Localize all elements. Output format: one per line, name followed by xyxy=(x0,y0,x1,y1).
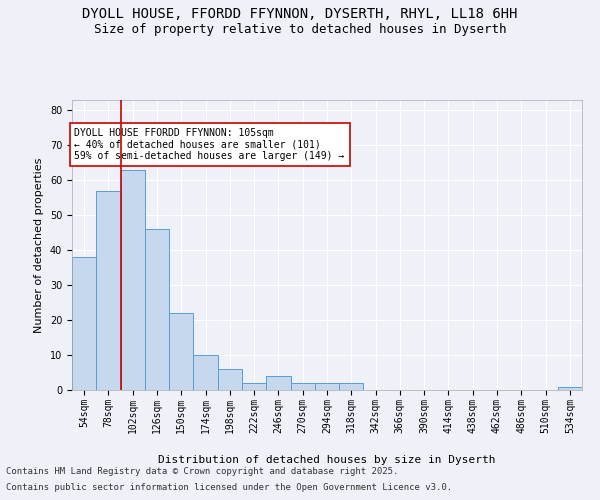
Bar xyxy=(218,369,242,390)
Bar xyxy=(558,386,582,390)
Bar xyxy=(72,257,96,390)
Bar xyxy=(121,170,145,390)
Bar xyxy=(96,191,121,390)
Y-axis label: Number of detached properties: Number of detached properties xyxy=(34,158,44,332)
Bar xyxy=(339,383,364,390)
Text: Size of property relative to detached houses in Dyserth: Size of property relative to detached ho… xyxy=(94,22,506,36)
Bar xyxy=(315,383,339,390)
Text: Distribution of detached houses by size in Dyserth: Distribution of detached houses by size … xyxy=(158,455,496,465)
Bar xyxy=(193,355,218,390)
Bar xyxy=(242,383,266,390)
Bar xyxy=(145,230,169,390)
Bar xyxy=(290,383,315,390)
Text: Contains HM Land Registry data © Crown copyright and database right 2025.: Contains HM Land Registry data © Crown c… xyxy=(6,467,398,476)
Bar xyxy=(169,313,193,390)
Bar xyxy=(266,376,290,390)
Text: DYOLL HOUSE FFORDD FFYNNON: 105sqm
← 40% of detached houses are smaller (101)
59: DYOLL HOUSE FFORDD FFYNNON: 105sqm ← 40%… xyxy=(74,128,344,161)
Text: Contains public sector information licensed under the Open Government Licence v3: Contains public sector information licen… xyxy=(6,484,452,492)
Text: DYOLL HOUSE, FFORDD FFYNNON, DYSERTH, RHYL, LL18 6HH: DYOLL HOUSE, FFORDD FFYNNON, DYSERTH, RH… xyxy=(82,8,518,22)
